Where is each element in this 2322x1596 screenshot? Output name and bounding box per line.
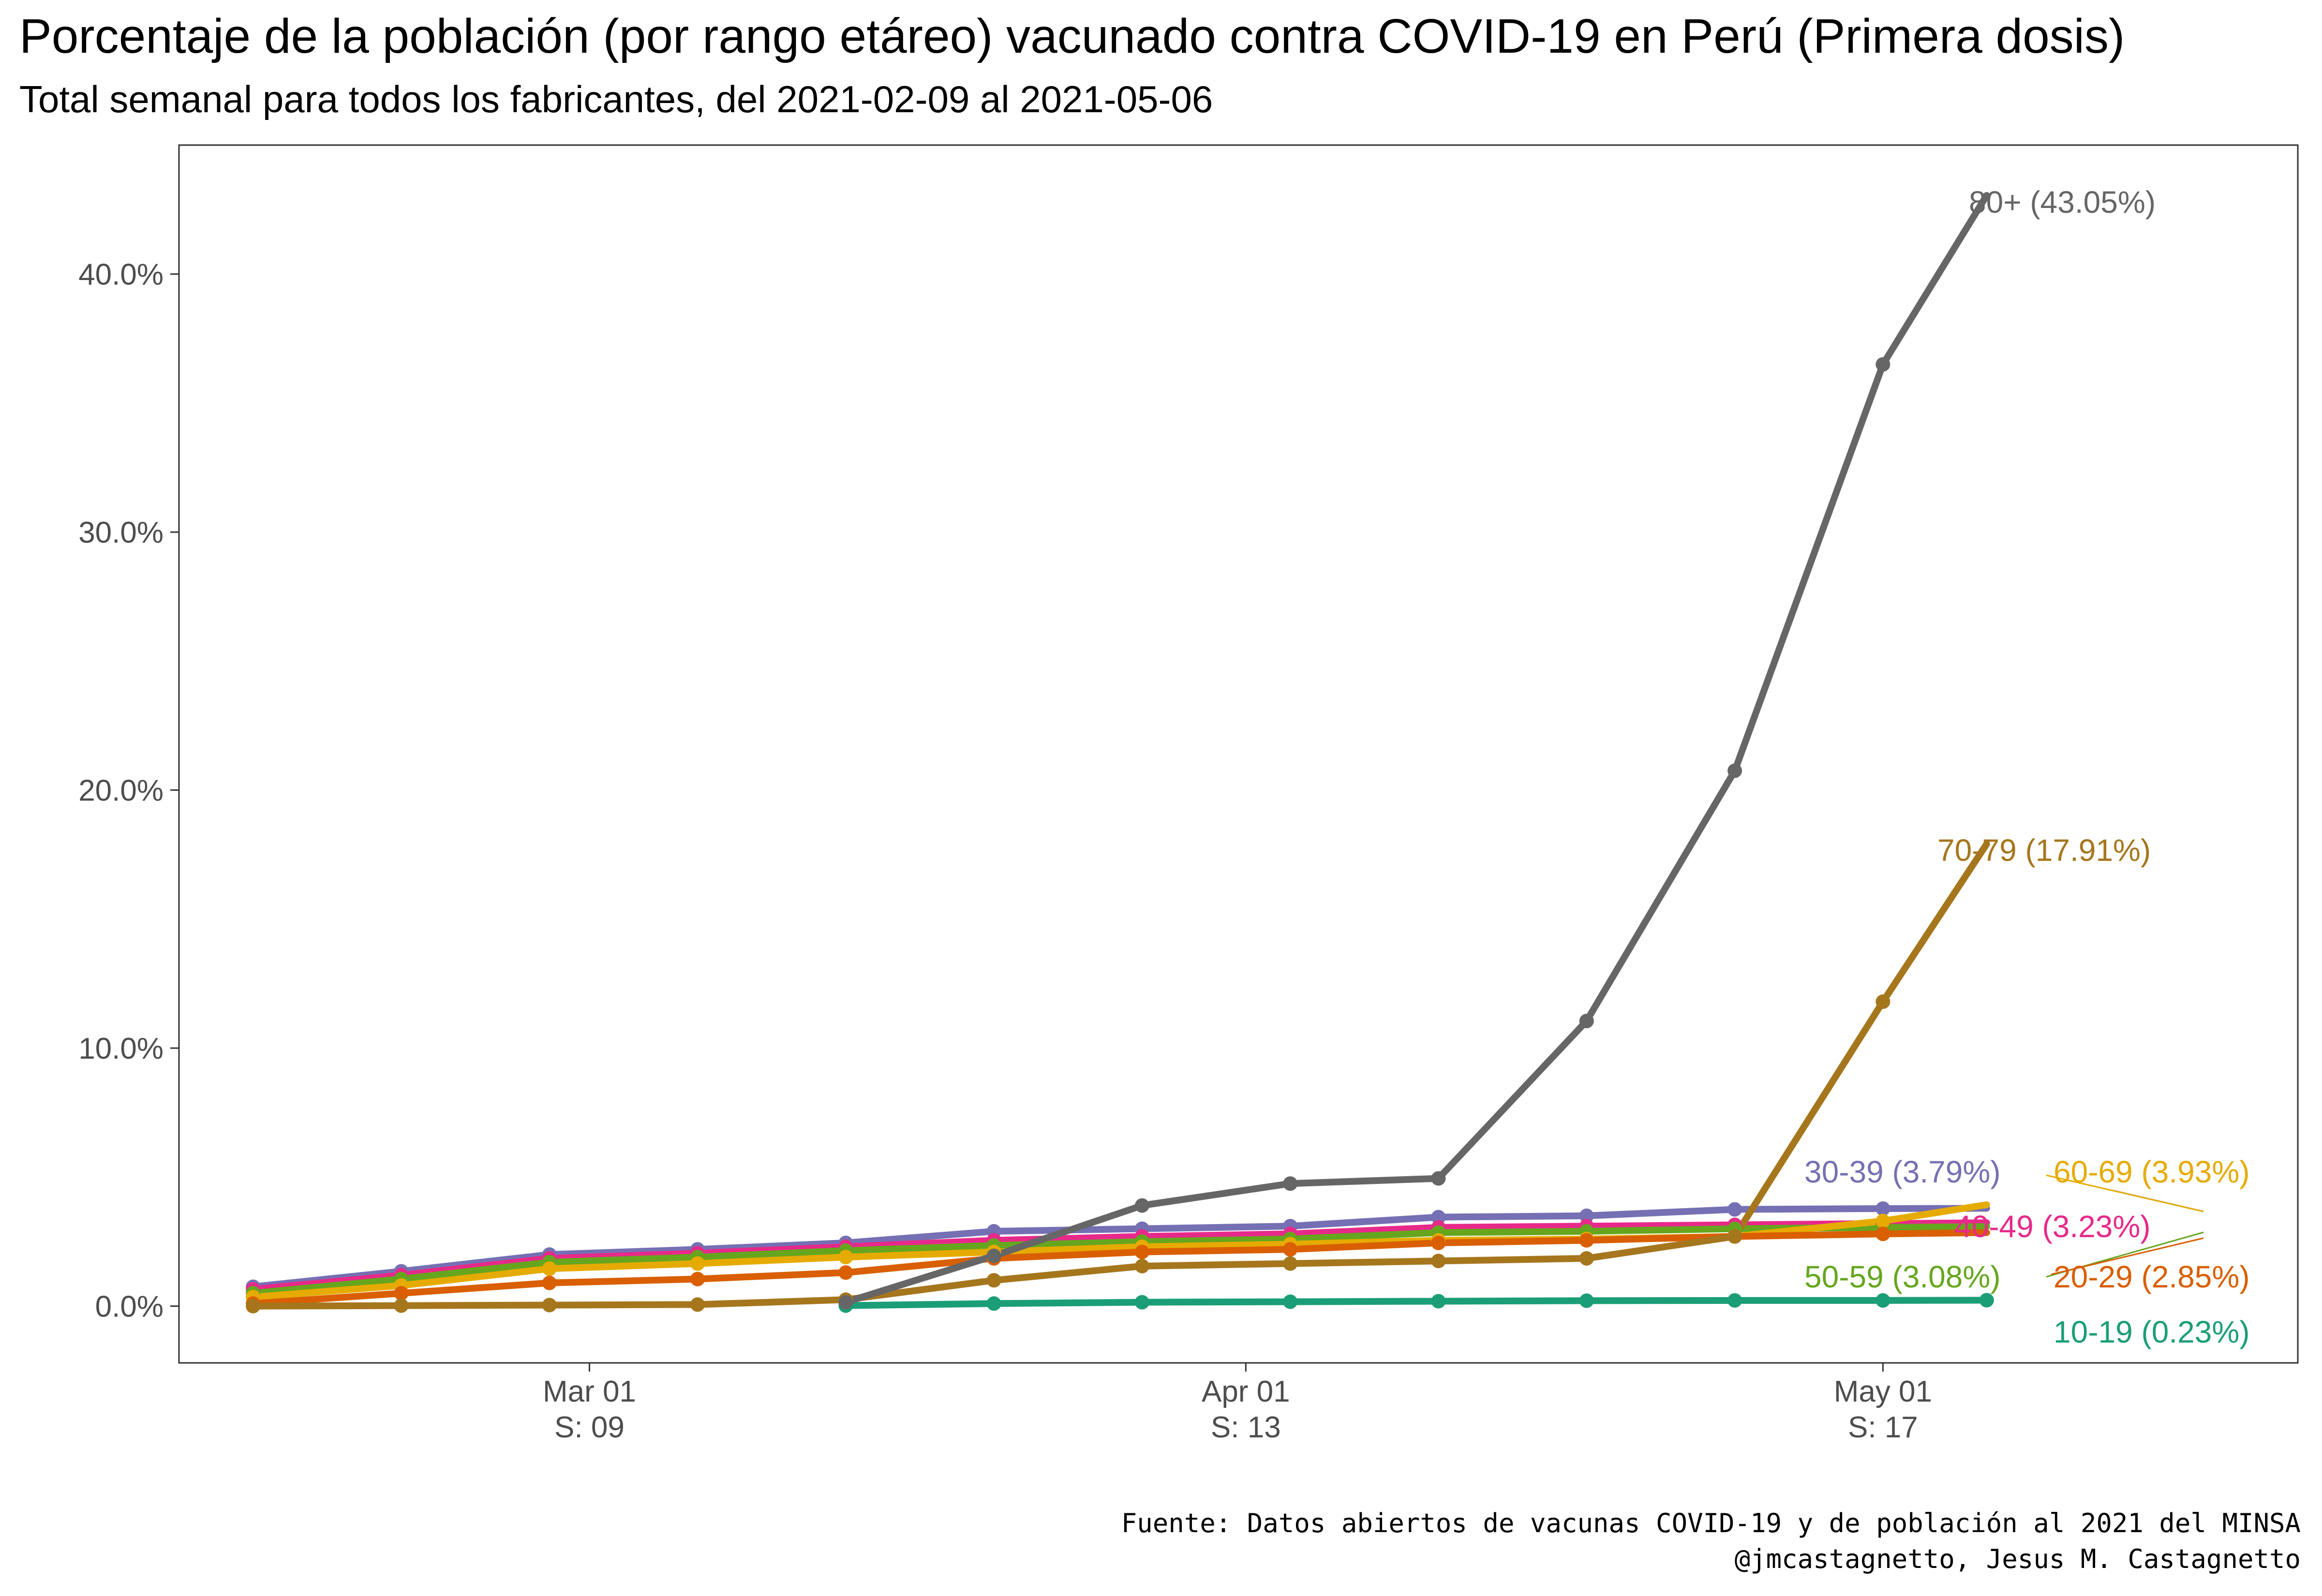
x-tick-label-week: S: 09 xyxy=(554,1411,625,1444)
data-point-80+ xyxy=(1875,357,1890,372)
series-label-80+: 80+ (43.05%) xyxy=(1969,185,2156,220)
data-point-70-79 xyxy=(1431,1254,1446,1269)
series-label-10-19: 10-19 (0.23%) xyxy=(2054,1315,2250,1349)
data-point-60-69 xyxy=(838,1250,853,1265)
y-tick-label: 20.0% xyxy=(78,774,164,808)
y-tick-label: 30.0% xyxy=(78,516,164,549)
series-points xyxy=(246,357,1994,1314)
series-label-50-59: 50-59 (3.08%) xyxy=(1804,1259,2001,1294)
y-axis: 0.0% 10.0% 20.0% 30.0% 40.0% xyxy=(78,258,179,1324)
caption-author: @jmcastagnetto, Jesus M. Castagnetto xyxy=(1734,1544,2301,1574)
data-point-70-79 xyxy=(690,1297,705,1312)
x-tick-label-week: S: 17 xyxy=(1848,1411,1918,1444)
x-tick-label-date: Apr 01 xyxy=(1202,1375,1290,1408)
data-point-20-29 xyxy=(1283,1242,1298,1257)
data-point-10-19 xyxy=(1727,1293,1742,1308)
x-tick-label-date: Mar 01 xyxy=(543,1375,636,1408)
data-point-70-79 xyxy=(1283,1256,1298,1271)
data-point-70-79 xyxy=(542,1298,557,1313)
data-point-80+ xyxy=(1431,1171,1446,1186)
y-tick-label: 0.0% xyxy=(95,1290,164,1324)
data-point-80+ xyxy=(838,1295,853,1310)
data-point-20-29 xyxy=(1134,1244,1149,1259)
label-leader-60-69 xyxy=(2046,1174,2204,1212)
data-point-20-29 xyxy=(1875,1227,1890,1241)
series-lines xyxy=(250,192,1990,1310)
data-point-70-79 xyxy=(986,1273,1001,1288)
data-point-70-79 xyxy=(394,1298,409,1313)
chart-title: Porcentaje de la población (por rango et… xyxy=(19,9,2125,63)
data-point-30-39 xyxy=(1579,1208,1594,1223)
x-tick-label-week: S: 13 xyxy=(1211,1411,1281,1444)
data-point-20-29 xyxy=(690,1271,705,1286)
series-labels: 10-19 (0.23%) 30-39 (3.79%) 40-49 (3.23%) 5… xyxy=(1804,185,2250,1349)
data-point-60-69 xyxy=(690,1256,705,1271)
series-label-20-29: 20-29 (2.85%) xyxy=(2054,1259,2250,1294)
series-label-30-39: 30-39 (3.79%) xyxy=(1804,1154,2001,1189)
data-point-70-79 xyxy=(1134,1258,1149,1273)
data-point-80+ xyxy=(1579,1014,1594,1029)
x-axis: Mar 01S: 09 Apr 01S: 13 May 01S: 17 xyxy=(543,1363,1932,1444)
data-point-10-19 xyxy=(986,1296,1001,1311)
caption-source: Fuente: Datos abiertos de vacunas COVID-… xyxy=(1121,1508,2301,1538)
data-point-70-79 xyxy=(1579,1251,1594,1266)
label-leader-20-29 xyxy=(2051,1237,2204,1275)
data-point-60-69 xyxy=(542,1261,557,1276)
data-point-20-29 xyxy=(1431,1235,1446,1250)
chart-subtitle: Total semanal para todos los fabricantes… xyxy=(19,78,1213,120)
data-point-10-19 xyxy=(1283,1294,1298,1309)
data-point-30-39 xyxy=(1875,1201,1890,1216)
data-point-80+ xyxy=(1727,763,1742,778)
data-point-20-29 xyxy=(394,1286,409,1300)
data-point-80+ xyxy=(986,1248,1001,1263)
series-label-70-79: 70-79 (17.91%) xyxy=(1937,833,2151,868)
series-label-60-69: 60-69 (3.93%) xyxy=(2054,1154,2250,1189)
data-point-10-19 xyxy=(1431,1294,1446,1309)
data-point-60-69 xyxy=(1875,1213,1890,1228)
data-point-10-19 xyxy=(1579,1293,1594,1308)
data-point-20-29 xyxy=(1579,1233,1594,1248)
data-point-10-19 xyxy=(1134,1295,1149,1310)
data-point-80+ xyxy=(1134,1198,1149,1213)
y-tick-label: 40.0% xyxy=(78,258,164,292)
data-point-20-29 xyxy=(838,1265,853,1280)
data-point-70-79 xyxy=(1875,994,1890,1009)
series-line-80+ xyxy=(842,192,1990,1306)
series-line-10-19 xyxy=(842,1297,1990,1309)
data-point-20-29 xyxy=(542,1275,557,1290)
data-point-70-79 xyxy=(1727,1229,1742,1244)
plot-panel-border xyxy=(178,144,2299,1364)
data-point-30-39 xyxy=(1431,1210,1446,1225)
data-point-10-19 xyxy=(1875,1293,1890,1308)
data-point-80+ xyxy=(1283,1176,1298,1191)
data-point-30-39 xyxy=(1727,1202,1742,1217)
series-label-40-49: 40-49 (3.23%) xyxy=(1954,1209,2151,1244)
data-point-10-19 xyxy=(1979,1293,1994,1308)
x-tick-label-date: May 01 xyxy=(1834,1375,1932,1408)
data-point-70-79 xyxy=(246,1299,261,1314)
y-tick-label: 10.0% xyxy=(78,1032,164,1065)
